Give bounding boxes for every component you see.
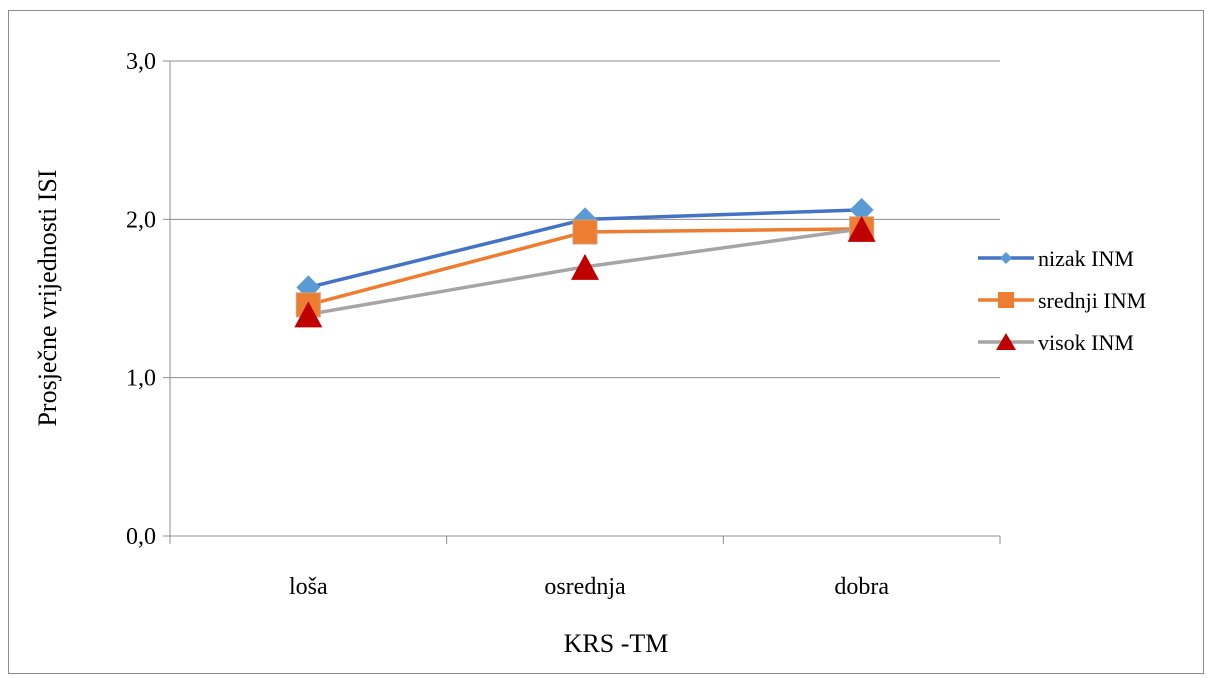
data-point-marker — [847, 215, 876, 242]
x-axis-title: KRS -TM — [564, 629, 669, 658]
y-axis-title: Prosječne vrijednosti ISI — [33, 169, 62, 426]
legend: nizak INM srednji INM visok INM — [978, 246, 1146, 355]
x-tick-label: osrednja — [544, 574, 626, 600]
legend-item: srednji INM — [978, 288, 1146, 313]
legend-label: nizak INM — [1038, 246, 1134, 271]
data-point-marker — [294, 301, 323, 328]
legend-marker — [998, 292, 1014, 308]
legend-label: srednji INM — [1038, 288, 1146, 313]
y-tick-label: 3,0 — [126, 49, 156, 75]
y-tick-label: 1,0 — [126, 366, 156, 392]
legend-item: visok INM — [978, 330, 1134, 355]
series-markers — [294, 197, 876, 328]
legend-marker — [996, 333, 1016, 350]
legend-label: visok INM — [1038, 330, 1134, 355]
data-point-marker — [571, 253, 599, 280]
x-tick-label: dobra — [834, 574, 889, 600]
y-tick-label: 0,0 — [126, 524, 156, 550]
data-point-marker — [572, 219, 598, 245]
x-axis-ticks: loša osrednja dobra — [169, 536, 1001, 600]
legend-item: nizak INM — [978, 246, 1134, 271]
x-tick-label: loša — [289, 574, 328, 600]
legend-marker — [1000, 252, 1012, 264]
axes — [169, 61, 1000, 537]
y-tick-label: 2,0 — [126, 207, 156, 233]
data-point-marker — [849, 197, 874, 222]
y-axis-ticks: 0,0 1,0 2,0 3,0 — [126, 49, 170, 550]
